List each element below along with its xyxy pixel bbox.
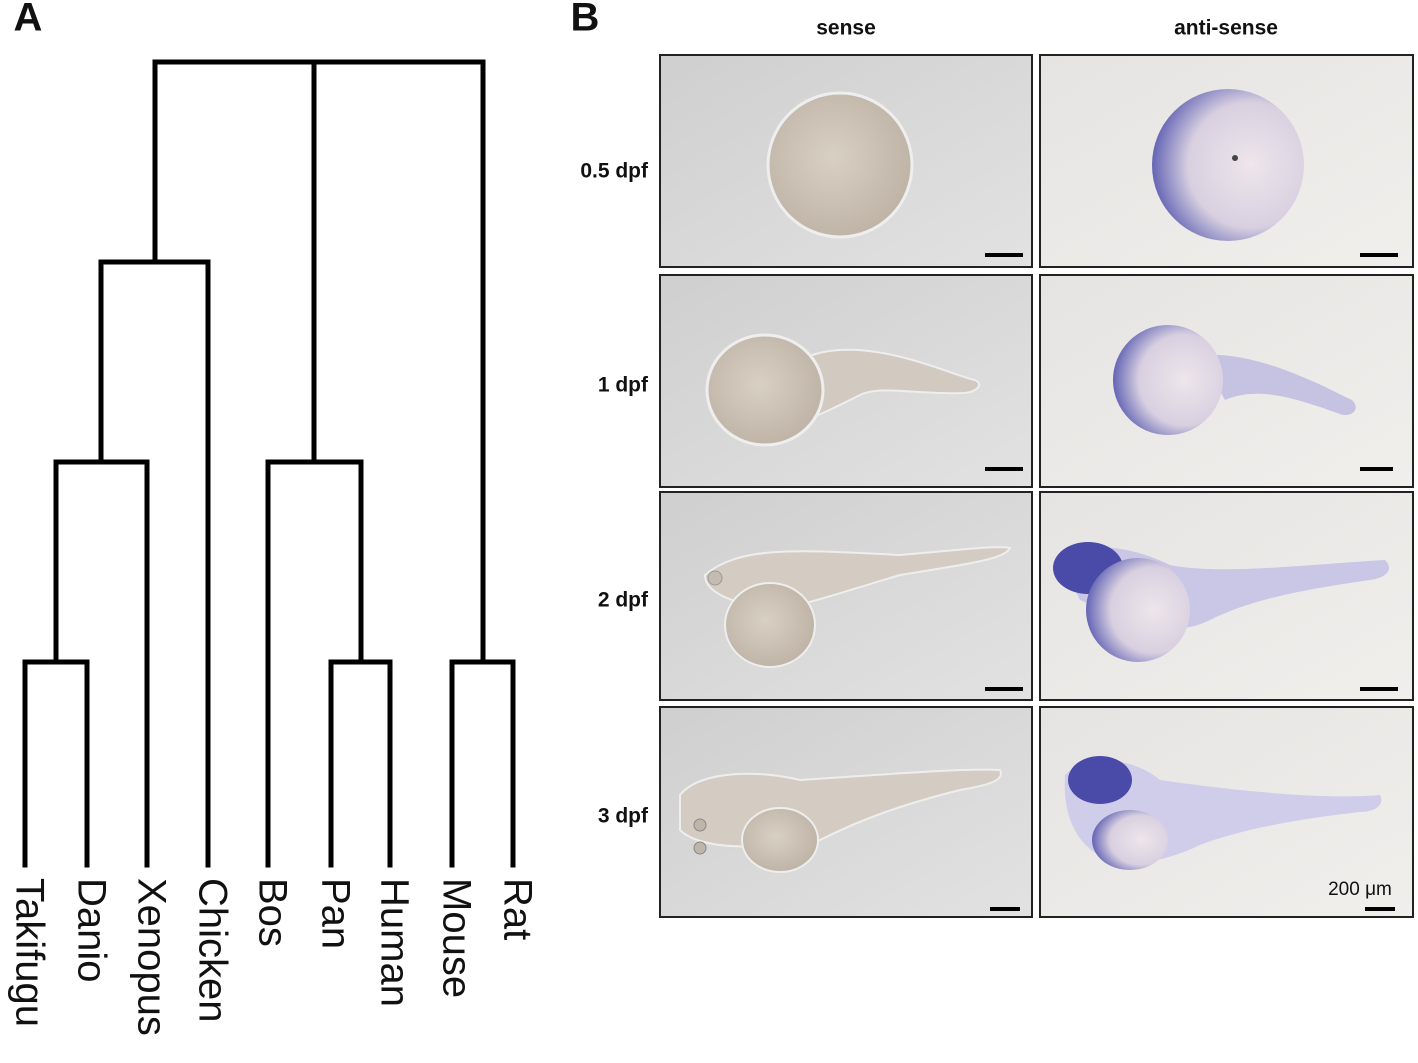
leaf-label: Xenopus [129, 878, 173, 1036]
embryo [1068, 756, 1132, 804]
scale-bar [985, 253, 1023, 257]
column-header: sense [816, 17, 876, 40]
scale-bar [990, 907, 1020, 911]
embryo [724, 582, 816, 668]
embryo [799, 348, 981, 422]
branch [152, 59, 486, 665]
leaf-label: Chicken [190, 878, 234, 1023]
dendrogram [22, 59, 516, 868]
embryo [1092, 810, 1168, 870]
scale-bar [1360, 687, 1398, 691]
column-header: anti-sense [1174, 17, 1278, 40]
embryo [741, 807, 819, 873]
embryo [1200, 354, 1356, 416]
embryo-detail [693, 818, 707, 832]
embryo [1086, 558, 1190, 662]
branch [328, 659, 393, 868]
scale-bar [1360, 467, 1393, 471]
leaf-label: Human [372, 878, 416, 1007]
leaf-label: Mouse [434, 878, 478, 998]
scale-bar [1365, 907, 1395, 911]
embryo-detail [707, 570, 723, 586]
embryo-detail [693, 841, 707, 855]
image-frame [659, 491, 1033, 701]
branch [449, 659, 516, 868]
embryo [766, 91, 914, 239]
scale-bar [1360, 253, 1398, 257]
panel-label: A [14, 0, 43, 40]
row-label: 0.5 dpf [580, 160, 649, 183]
micrographs [659, 54, 1414, 918]
panel-label: B [571, 0, 600, 40]
leaf-label: Bos [250, 878, 294, 947]
leaf-label: Takifugu [7, 878, 51, 1027]
row-label: 1 dpf [598, 374, 649, 397]
row-label: 3 dpf [598, 805, 649, 828]
leaf-label: Danio [69, 878, 113, 983]
branch [22, 659, 90, 868]
leaf-labels: Takifugu Danio Xenopus Chicken Bos Pan Human Mo… [7, 878, 539, 1036]
scale-bar [985, 687, 1023, 691]
leaf-label: Pan [313, 878, 357, 949]
leaf-label: Rat [495, 878, 539, 940]
embryo-detail [1232, 155, 1238, 161]
branch [98, 259, 211, 868]
embryo [705, 333, 825, 447]
scale-bar [985, 467, 1023, 471]
embryo [1113, 325, 1223, 435]
row-label: 2 dpf [598, 589, 649, 612]
scale-label: 200 μm [1328, 879, 1392, 900]
embryo [1152, 89, 1304, 241]
